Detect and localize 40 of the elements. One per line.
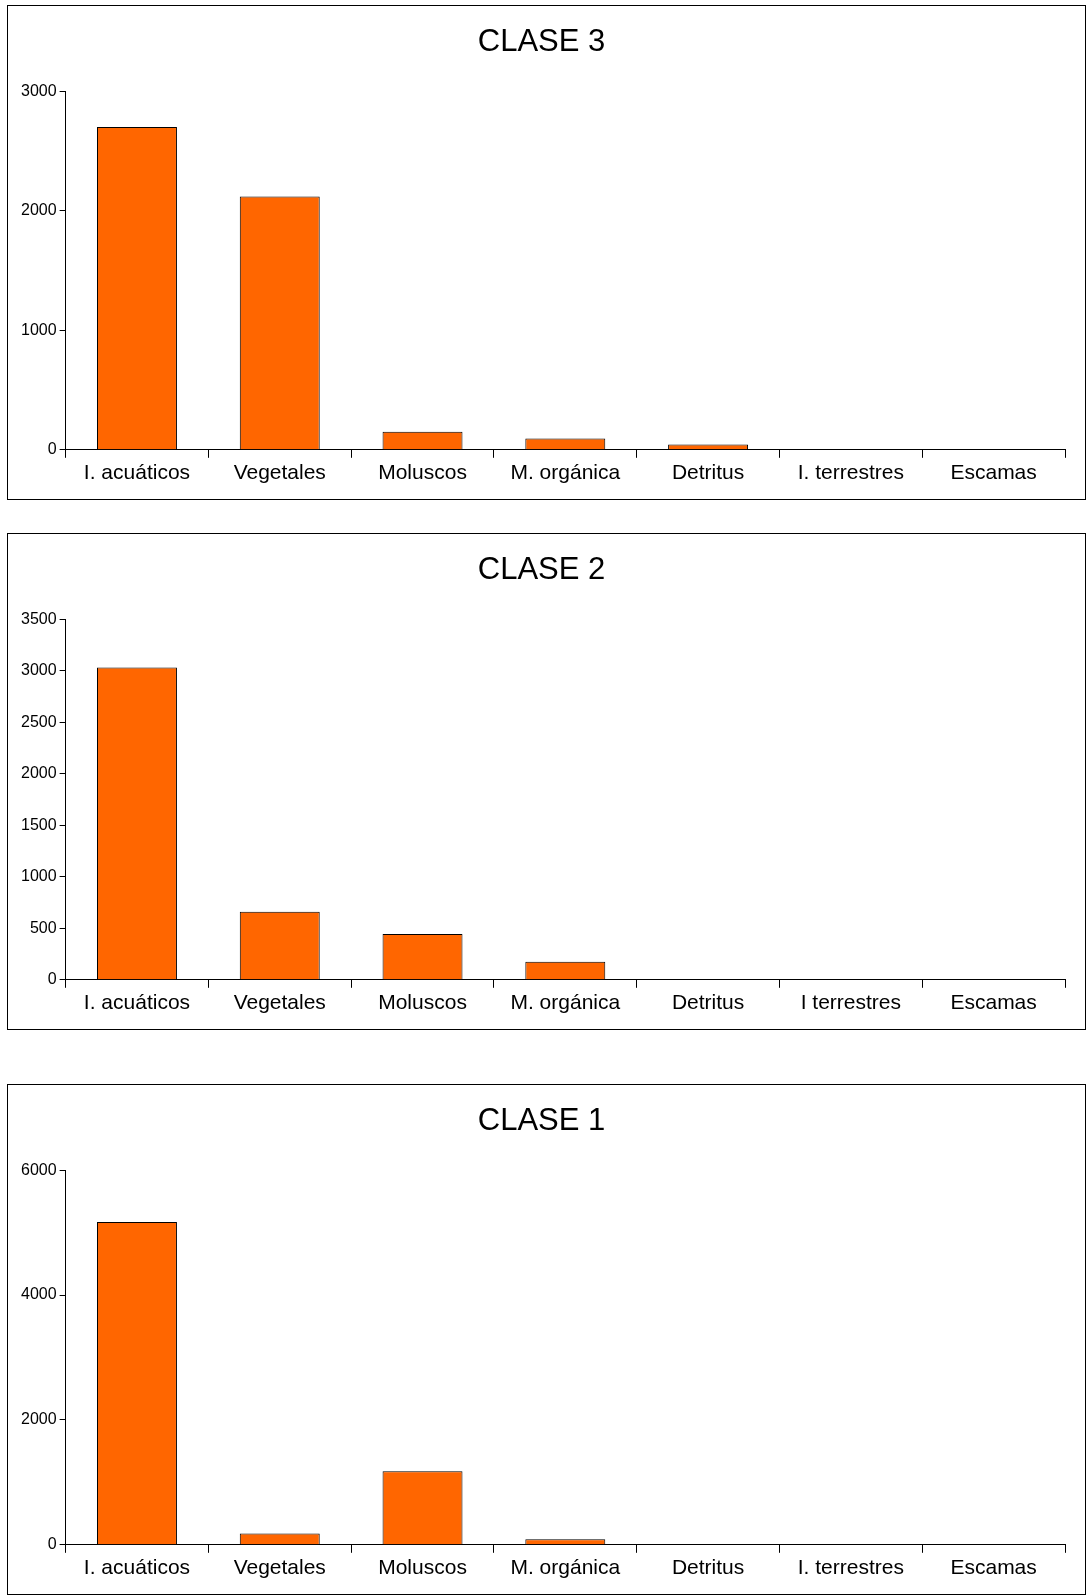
- x-tick-label: Vegetales: [233, 1555, 326, 1579]
- chart-title: CLASE 1: [477, 1102, 606, 1138]
- y-tick-label: 1000: [21, 320, 57, 338]
- y-tick-label: 0: [47, 970, 57, 988]
- y-tick-label: 3500: [21, 609, 57, 627]
- x-tick-label: I. acuáticos: [83, 1555, 191, 1579]
- x-tick-label: Vegetales: [233, 460, 326, 484]
- y-tick-label: 3000: [21, 661, 57, 679]
- x-tick-label: I. terrestres: [797, 1555, 904, 1579]
- y-tick-label: 1000: [21, 867, 57, 885]
- x-tick-label: Vegetales: [233, 990, 326, 1014]
- y-tick-label: 2000: [21, 1410, 57, 1428]
- x-tick-label: Escamas: [950, 990, 1037, 1014]
- x-tick-label: Moluscos: [378, 460, 467, 484]
- chart-title: CLASE 3: [477, 23, 606, 59]
- y-tick-label: 3000: [21, 81, 57, 99]
- x-tick-label: I. acuáticos: [83, 990, 191, 1014]
- y-tick-label: 500: [29, 918, 57, 936]
- y-tick-label: 2500: [21, 712, 57, 730]
- x-tick-label: Moluscos: [378, 1555, 467, 1579]
- x-tick-label: Detritus: [671, 460, 745, 484]
- x-tick-label: Detritus: [671, 990, 745, 1014]
- x-tick-label: M. orgánica: [510, 990, 621, 1014]
- y-tick-label: 0: [47, 1535, 57, 1553]
- y-tick-label: 2000: [21, 201, 57, 219]
- y-tick-label: 2000: [21, 764, 57, 782]
- x-tick-label: Escamas: [950, 460, 1037, 484]
- x-tick-label: M. orgánica: [510, 460, 621, 484]
- x-tick-label: I. acuáticos: [83, 460, 191, 484]
- y-tick-label: 0: [47, 440, 57, 458]
- x-tick-label: Moluscos: [378, 990, 467, 1014]
- y-tick-label: 1500: [21, 815, 57, 833]
- x-tick-label: Detritus: [671, 1555, 745, 1579]
- x-tick-label: M. orgánica: [510, 1555, 621, 1579]
- chart-title: CLASE 2: [477, 551, 606, 587]
- x-tick-label: Escamas: [950, 1555, 1037, 1579]
- y-tick-label: 4000: [21, 1285, 57, 1303]
- x-tick-label: I terrestres: [800, 990, 902, 1014]
- x-tick-label: I. terrestres: [797, 460, 904, 484]
- y-tick-label: 6000: [21, 1160, 57, 1178]
